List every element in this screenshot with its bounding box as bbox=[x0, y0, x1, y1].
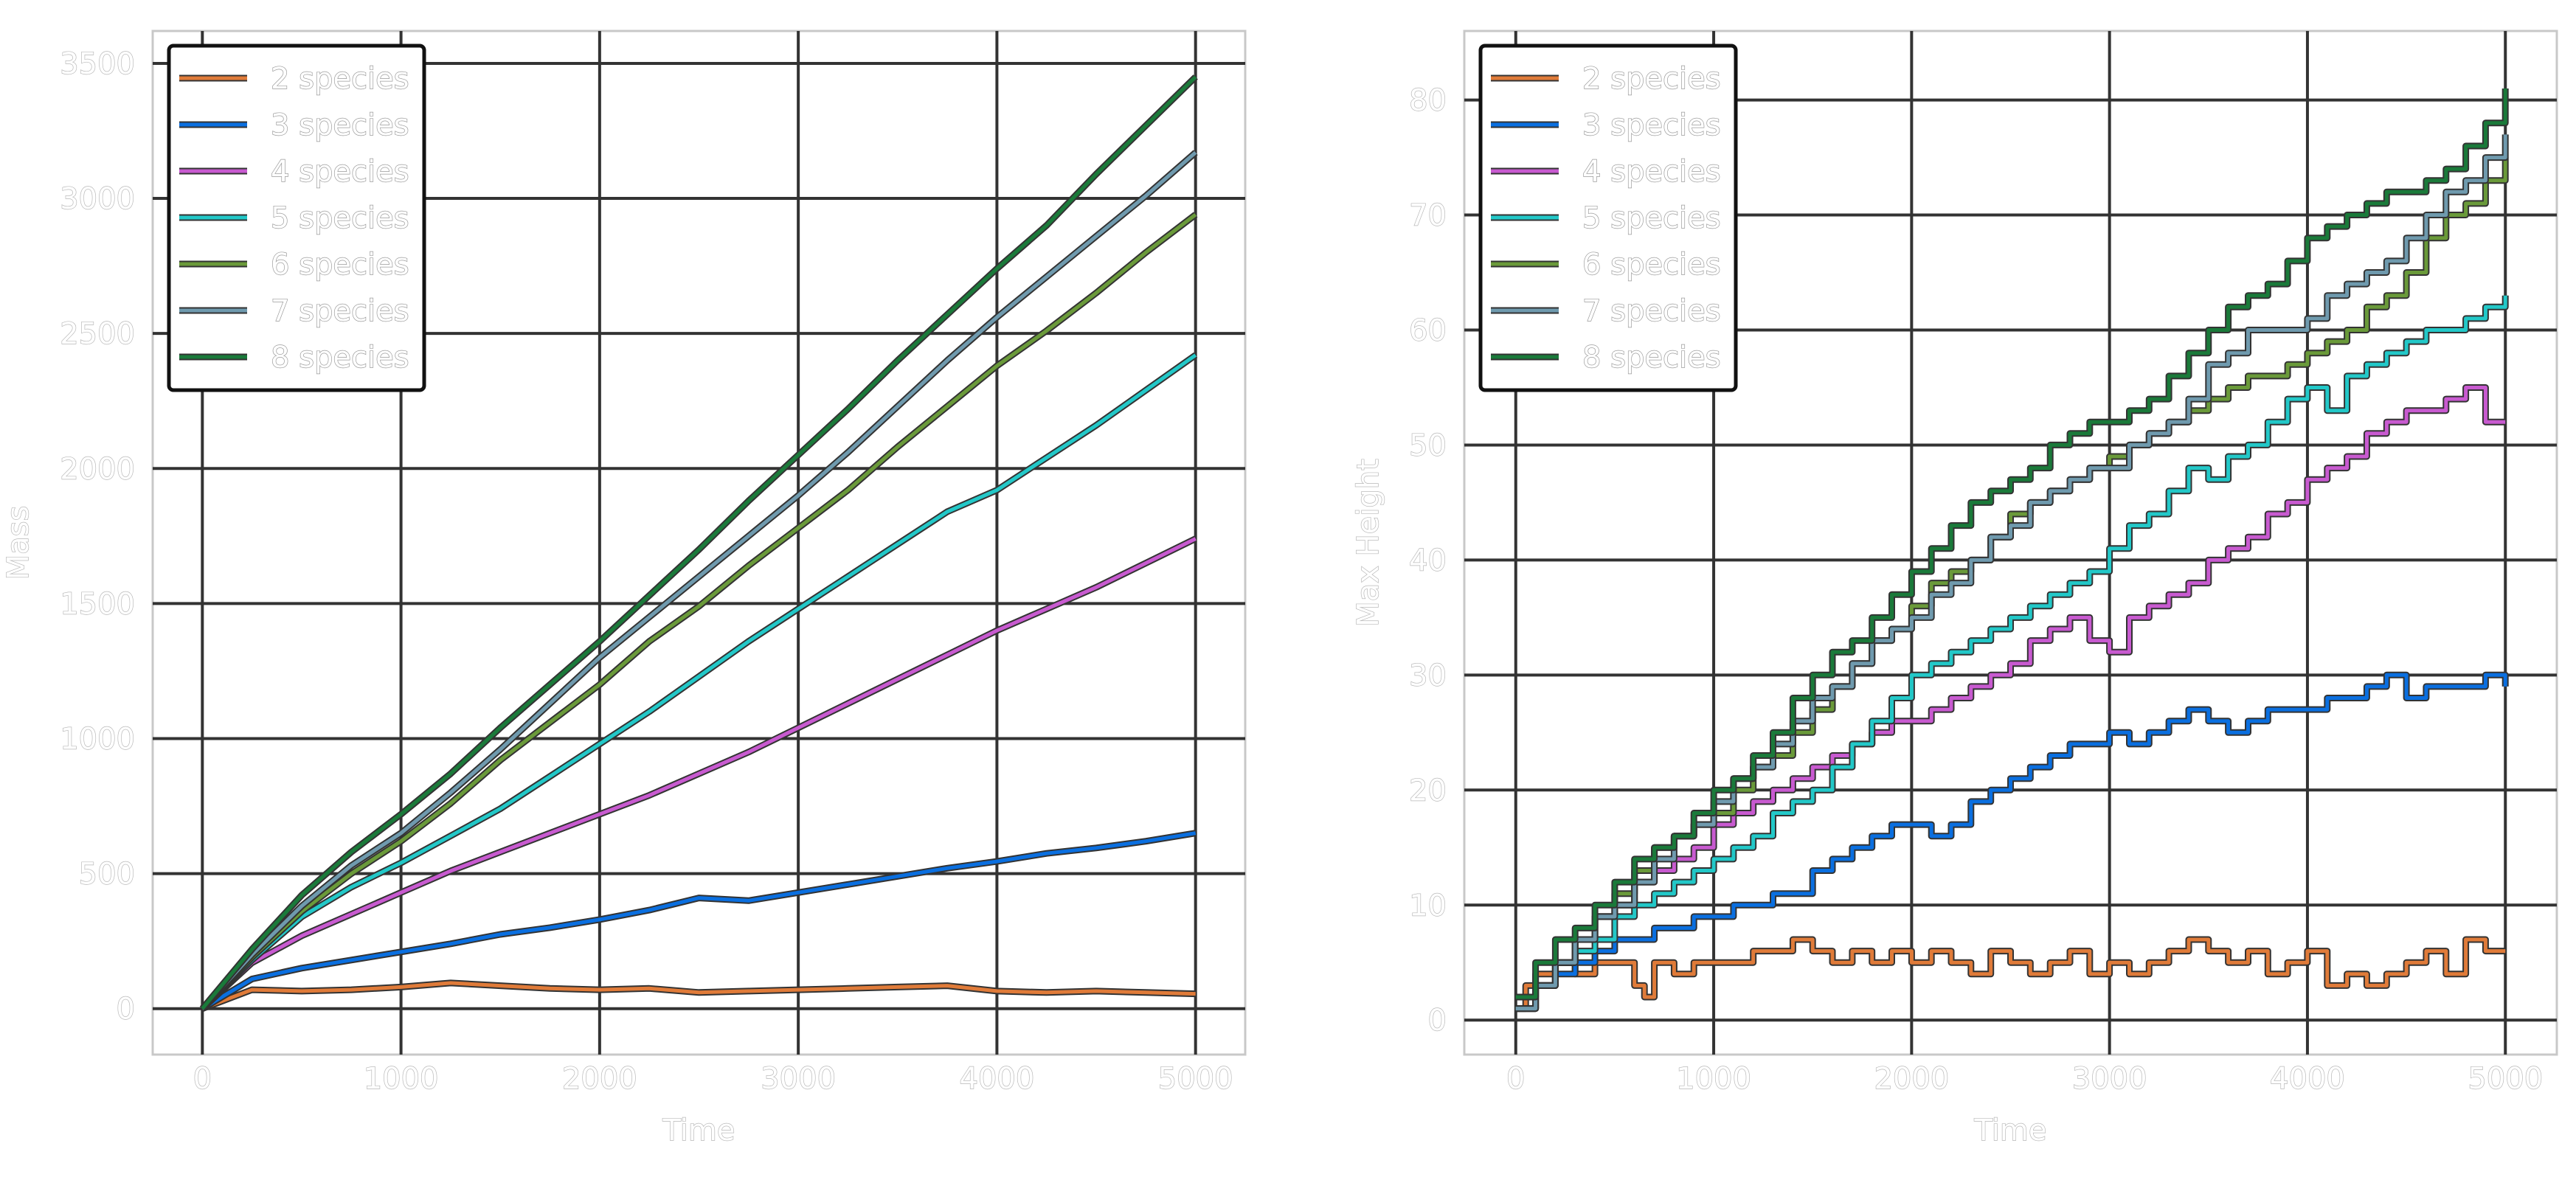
legend: 2 species 3 species 4 species 5 species 6 sp… bbox=[167, 44, 426, 392]
x-tick-label: 2000 bbox=[562, 1062, 637, 1096]
y-tick-label: 60 bbox=[1409, 313, 1447, 347]
series-line bbox=[201, 831, 1197, 1010]
y-tick-label: 0 bbox=[1428, 1004, 1447, 1038]
x-tick-label: 5000 bbox=[1158, 1062, 1233, 1096]
legend-box bbox=[167, 44, 426, 392]
legend-label: 7 species bbox=[271, 294, 409, 328]
legend-label: 7 species bbox=[1582, 294, 1721, 328]
legend-label: 8 species bbox=[1582, 341, 1721, 375]
legend-label: 2 species bbox=[1582, 62, 1721, 96]
legend-label: 6 species bbox=[1582, 248, 1721, 282]
y-tick-label: 80 bbox=[1409, 84, 1447, 118]
max-height-chart: 0 1000 2000 3000 4000 5000 0 10 20 30 40 50 60 70 80 Ti… bbox=[1351, 29, 2558, 1148]
x-tick-label: 1000 bbox=[1676, 1062, 1751, 1096]
legend-label: 3 species bbox=[271, 108, 409, 142]
series-line bbox=[1515, 937, 2506, 1011]
series-group bbox=[1515, 88, 2509, 1013]
y-tick-label: 3000 bbox=[60, 182, 135, 216]
legend-label: 3 species bbox=[1582, 108, 1721, 142]
y-tick-label: 30 bbox=[1409, 659, 1447, 692]
mass-chart: 0 1000 2000 3000 4000 5000 0 500 1000 1500 2000 250… bbox=[1, 29, 1247, 1148]
x-tick-label: 5000 bbox=[2468, 1062, 2543, 1096]
x-tick-label: 3000 bbox=[761, 1062, 836, 1096]
x-tick-label: 1000 bbox=[364, 1062, 439, 1096]
legend-label: 6 species bbox=[271, 248, 409, 282]
y-tick-label: 10 bbox=[1409, 889, 1447, 923]
x-tick-label: 0 bbox=[1506, 1062, 1525, 1096]
y-tick-label: 1500 bbox=[60, 587, 135, 621]
series-line bbox=[1515, 673, 2507, 1011]
y-tick-label: 0 bbox=[117, 993, 135, 1027]
y-axis-label: Max Height bbox=[1351, 459, 1385, 627]
series-line bbox=[1515, 88, 2507, 999]
y-tick-label: 2500 bbox=[60, 317, 135, 351]
y-tick-label: 20 bbox=[1409, 774, 1447, 808]
y-tick-label: 50 bbox=[1409, 428, 1447, 462]
legend-label: 2 species bbox=[271, 62, 409, 96]
y-tick-label: 70 bbox=[1409, 199, 1447, 233]
x-tick-label: 0 bbox=[193, 1062, 212, 1096]
series-line bbox=[201, 981, 1196, 1011]
y-tick-label: 1000 bbox=[60, 723, 135, 757]
series-line bbox=[201, 537, 1197, 1010]
legend: 2 species 3 species 4 species 5 species 6 sp… bbox=[1478, 44, 1738, 392]
legend-label: 5 species bbox=[271, 201, 409, 235]
legend-box bbox=[1478, 44, 1738, 392]
y-tick-label: 500 bbox=[79, 858, 135, 892]
legend-label: 4 species bbox=[1582, 155, 1721, 189]
legend-label: 8 species bbox=[271, 341, 409, 375]
x-axis-label: Time bbox=[1974, 1114, 2047, 1148]
y-axis-label: Mass bbox=[1, 506, 35, 580]
series-group bbox=[199, 74, 1198, 1012]
y-tick-label: 3500 bbox=[60, 47, 135, 81]
x-tick-label: 4000 bbox=[2270, 1062, 2345, 1096]
series-line bbox=[201, 213, 1197, 1010]
x-axis-label: Time bbox=[662, 1114, 735, 1148]
x-tick-label: 4000 bbox=[960, 1062, 1035, 1096]
y-tick-label: 2000 bbox=[60, 452, 135, 486]
y-tick-label: 40 bbox=[1409, 544, 1447, 577]
series-line bbox=[201, 75, 1197, 1010]
series-line bbox=[201, 353, 1197, 1010]
legend-label: 4 species bbox=[271, 155, 409, 189]
x-tick-label: 3000 bbox=[2072, 1062, 2147, 1096]
legend-label: 5 species bbox=[1582, 201, 1721, 235]
series-line bbox=[1515, 295, 2507, 1011]
series-line bbox=[201, 150, 1197, 1010]
x-tick-label: 2000 bbox=[1874, 1062, 1949, 1096]
